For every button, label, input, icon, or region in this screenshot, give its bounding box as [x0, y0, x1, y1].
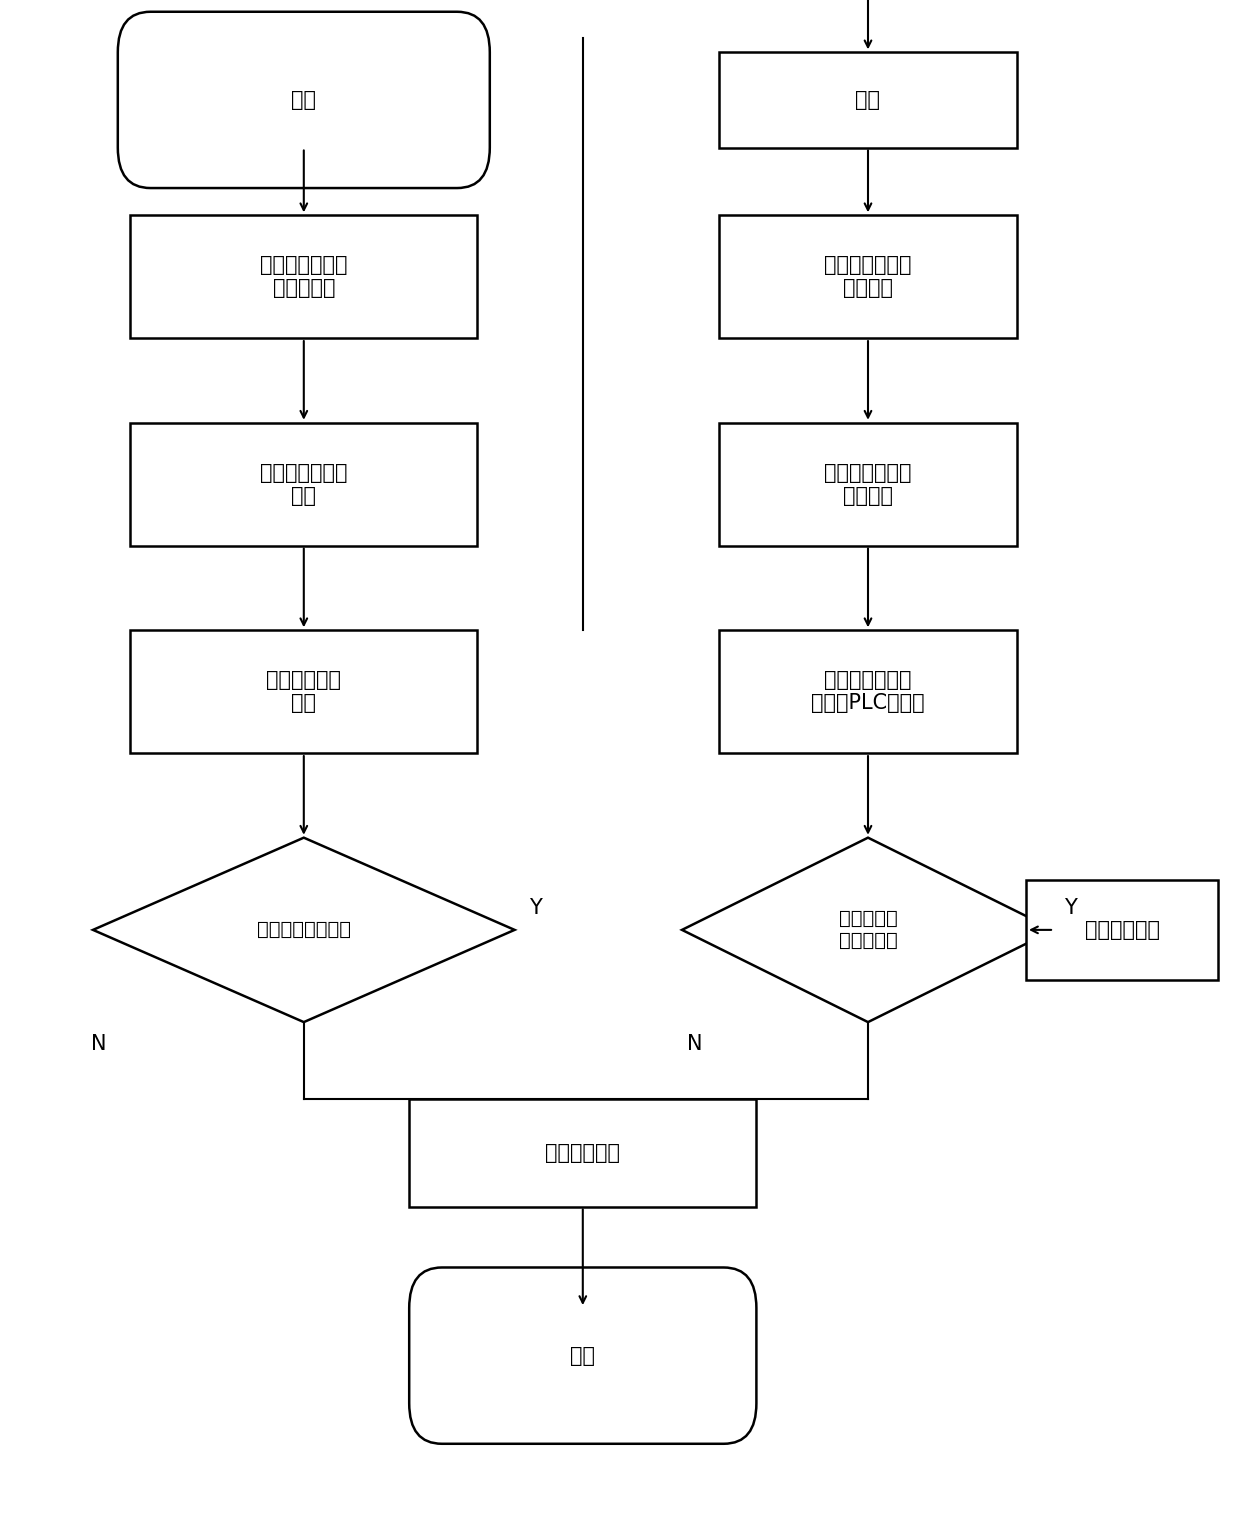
Text: 分拣不良产品: 分拣不良产品	[546, 1142, 620, 1164]
Text: N: N	[687, 1034, 702, 1054]
Bar	[409, 1099, 756, 1207]
Text: 下料: 下料	[856, 89, 880, 111]
FancyBboxPatch shape	[409, 1268, 756, 1443]
Text: 位置是否在
允许误差内: 位置是否在 允许误差内	[838, 910, 898, 950]
FancyBboxPatch shape	[118, 12, 490, 188]
Text: 灯丝、芯柱送至
点焊工序位: 灯丝、芯柱送至 点焊工序位	[260, 255, 347, 298]
Text: 相机摄取图像，
提取特征: 相机摄取图像， 提取特征	[825, 463, 911, 506]
Polygon shape	[93, 838, 515, 1022]
Bar	[719, 52, 1017, 148]
Text: 返回: 返回	[570, 1345, 595, 1366]
Text: 开始: 开始	[291, 89, 316, 111]
Text: 相机定位，计算
距离: 相机定位，计算 距离	[260, 463, 347, 506]
Text: Y: Y	[529, 898, 542, 918]
Polygon shape	[682, 838, 1054, 1022]
Text: N: N	[92, 1034, 107, 1054]
Bar	[130, 423, 477, 546]
Bar	[719, 630, 1017, 753]
Bar	[1025, 879, 1218, 981]
Bar	[130, 630, 477, 753]
Bar	[719, 423, 1017, 546]
Text: 计算误差值并
校正: 计算误差值并 校正	[267, 670, 341, 713]
Text: 计算芯柱位置并
反馈至PLC控制器: 计算芯柱位置并 反馈至PLC控制器	[811, 670, 925, 713]
Bar	[130, 215, 477, 338]
Text: 取下芯柱，送至
封口设备: 取下芯柱，送至 封口设备	[825, 255, 911, 298]
Text: Y: Y	[1064, 898, 1076, 918]
Text: 送至排气设备: 送至排气设备	[1085, 919, 1159, 941]
Text: 灯丝是否在导丝处: 灯丝是否在导丝处	[257, 921, 351, 939]
Bar	[719, 215, 1017, 338]
